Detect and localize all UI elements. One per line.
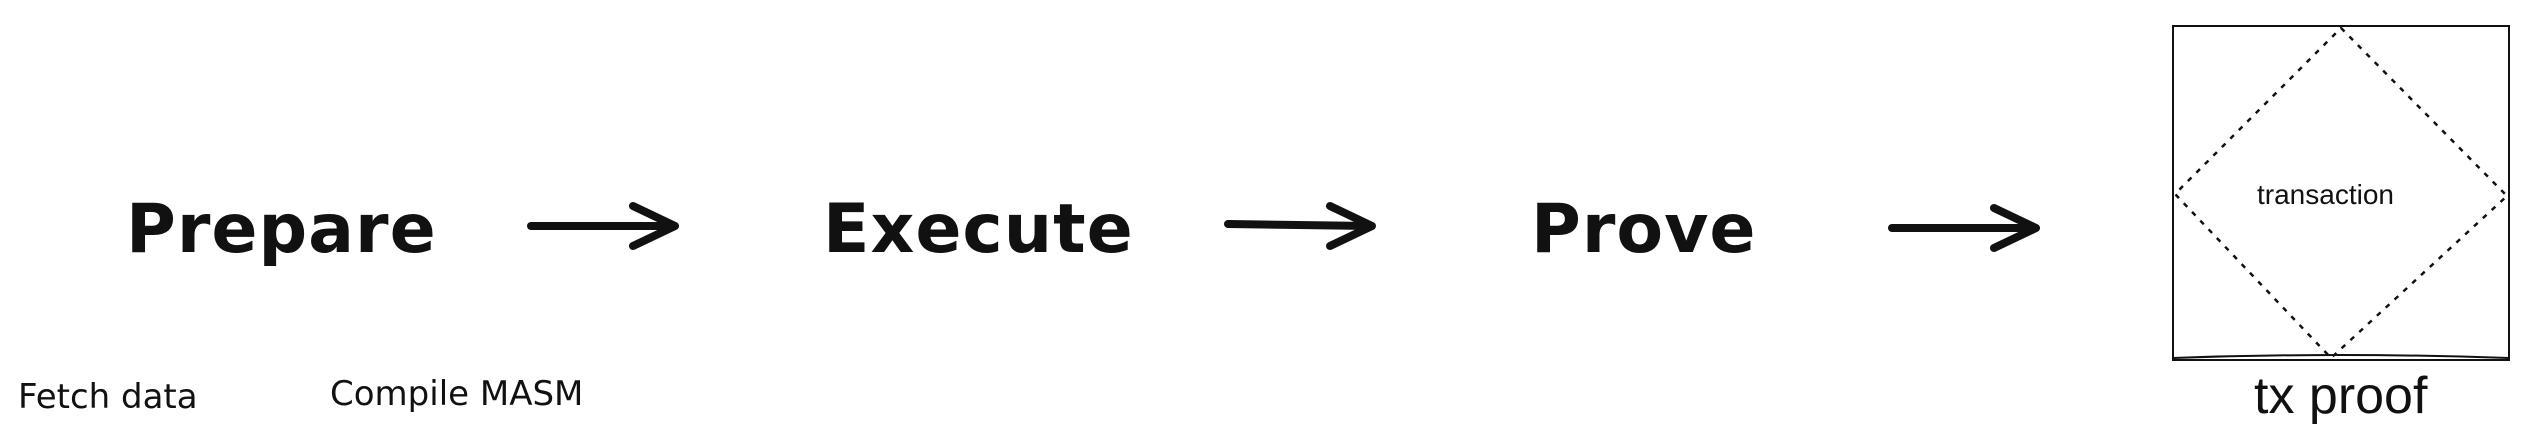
- stage-execute: Execute: [823, 190, 1134, 269]
- transaction-label: transaction: [2257, 179, 2394, 210]
- arrow-execute-to-prove: [1224, 202, 1376, 250]
- tx-proof-caption: tx proof: [2254, 367, 2428, 425]
- arrow-prepare-to-execute: [527, 202, 679, 250]
- transaction-diamond: [2173, 26, 2509, 360]
- arrow-prove-to-output: [1888, 204, 2040, 252]
- stage-prepare: Prepare: [126, 190, 437, 269]
- note-fetch-data: Fetch data: [18, 377, 198, 417]
- transaction-proof-card: [2172, 25, 2510, 361]
- note-compile-masm: Compile MASM: [330, 374, 584, 414]
- stage-prove: Prove: [1531, 190, 1757, 269]
